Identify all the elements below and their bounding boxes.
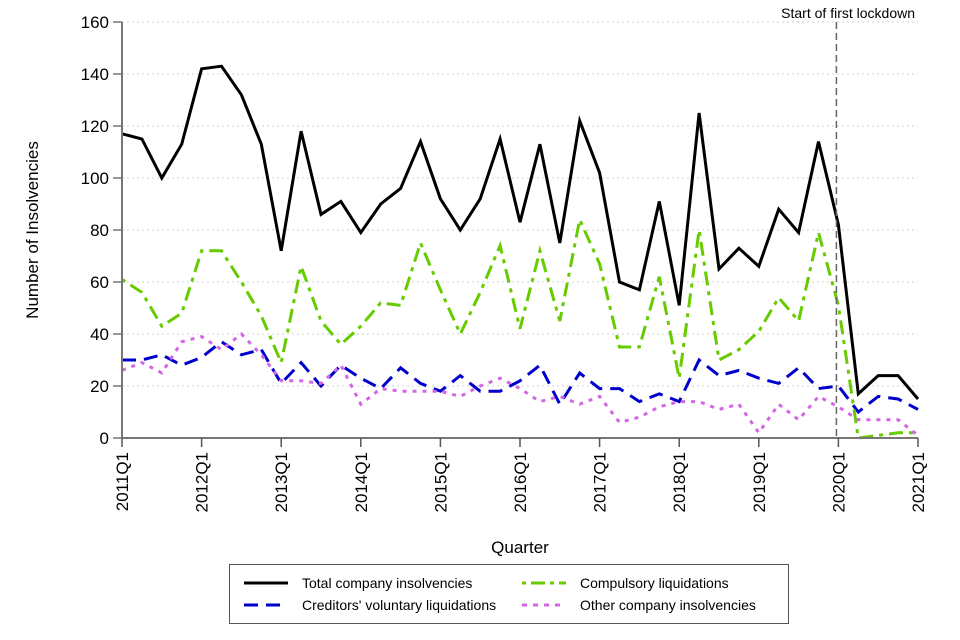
lockdown-annotation: Start of first lockdown [781, 5, 915, 21]
y-tick-label: 140 [81, 65, 109, 84]
x-tick-label: 2021Q1 [909, 452, 928, 513]
series-line-total [121, 64, 920, 400]
x-tick-label: 2011Q1 [113, 452, 132, 511]
legend-item-total: Total company insolvencies [242, 575, 472, 591]
series-lines [121, 64, 920, 440]
axes: 0 20 40 60 80 100 120 140 160 2011Q1 2012Q1 2013Q1 2… [81, 13, 928, 513]
x-tick-label: 2016Q1 [511, 452, 530, 513]
y-tick-label: 120 [81, 117, 109, 136]
x-axis-title: Quarter [491, 538, 549, 557]
legend-label: Creditors' voluntary liquidations [302, 597, 497, 613]
legend-swatch-dotted-icon [522, 603, 566, 607]
x-tick-label: 2014Q1 [352, 452, 371, 513]
y-axis-title: Number of Insolvencies [23, 141, 42, 319]
series-line-compulsory [121, 214, 918, 440]
series-line-creditors-voluntary [122, 339, 919, 415]
y-tick-label: 20 [90, 377, 109, 396]
x-tick-label: 2018Q1 [670, 452, 689, 513]
legend-label: Total company insolvencies [302, 575, 473, 591]
legend-item-compulsory: Compulsory liquidations [520, 575, 729, 591]
y-tick-label: 160 [81, 13, 109, 32]
y-tick-label: 100 [81, 169, 109, 188]
x-tick-label: 2013Q1 [272, 452, 291, 513]
x-tick-label: 2017Q1 [591, 452, 610, 513]
y-tick-label: 40 [90, 325, 109, 344]
x-tick-label: 2015Q1 [431, 452, 450, 513]
legend-swatch-dashdot-icon [522, 581, 566, 585]
legend-item-other: Other company insolvencies [520, 597, 756, 613]
legend-label: Other company insolvencies [580, 597, 756, 613]
legend: Total company insolvencies Creditors' vo… [229, 564, 789, 624]
legend-item-creditors: Creditors' voluntary liquidations [242, 597, 496, 613]
x-tick-label: 2020Q1 [829, 452, 848, 513]
gridlines [122, 21, 918, 387]
legend-swatch-solid-icon [244, 581, 288, 585]
y-tick-label: 80 [90, 221, 109, 240]
y-tick-label: 60 [90, 273, 109, 292]
legend-label: Compulsory liquidations [580, 575, 729, 591]
x-tick-label: 2012Q1 [193, 452, 212, 513]
legend-swatch-dashed-icon [244, 603, 288, 607]
y-tick-label: 0 [100, 429, 109, 448]
x-tick-label: 2019Q1 [750, 452, 769, 513]
series-line-other [121, 331, 919, 437]
